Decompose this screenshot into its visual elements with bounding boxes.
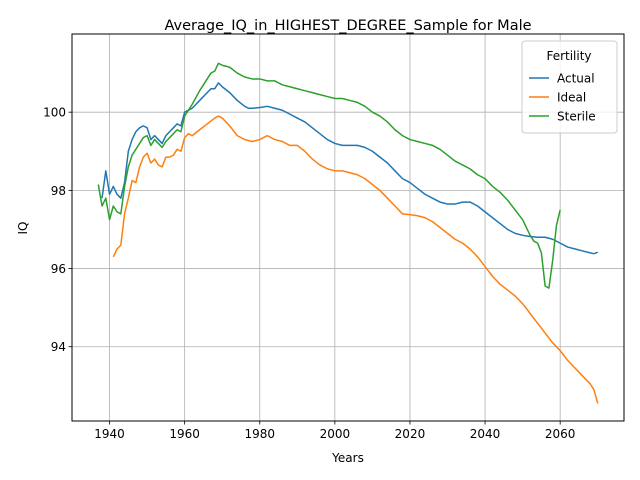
x-tick-label: 1940 (94, 427, 125, 441)
y-tick-label: 100 (43, 106, 66, 120)
x-tick-label: 1960 (169, 427, 200, 441)
y-tick-label: 94 (51, 340, 66, 354)
y-tick-label: 96 (51, 262, 66, 276)
x-axis-ticks: 1940 1960 1980 2000 2020 2040 2060 (94, 421, 575, 441)
legend-title: Fertility (546, 49, 591, 63)
x-tick-label: 2060 (545, 427, 576, 441)
x-tick-label: 2040 (470, 427, 501, 441)
series-line-ideal (113, 116, 597, 403)
legend-label-sterile: Sterile (557, 110, 596, 124)
y-axis-ticks: 94 96 98 100 (43, 106, 72, 355)
x-axis-label: Years (331, 451, 364, 465)
series-line-sterile (98, 63, 560, 288)
y-axis-label: IQ (16, 222, 30, 235)
x-tick-label: 1980 (244, 427, 275, 441)
x-tick-label: 2000 (320, 427, 351, 441)
y-tick-label: 98 (51, 184, 66, 198)
legend-label-actual: Actual (557, 72, 595, 86)
x-tick-label: 2020 (395, 427, 426, 441)
legend-label-ideal: Ideal (557, 91, 586, 105)
chart-title: Average_IQ_in_HIGHEST_DEGREE_Sample for … (164, 18, 531, 34)
legend: Fertility Actual Ideal Sterile (522, 41, 617, 133)
